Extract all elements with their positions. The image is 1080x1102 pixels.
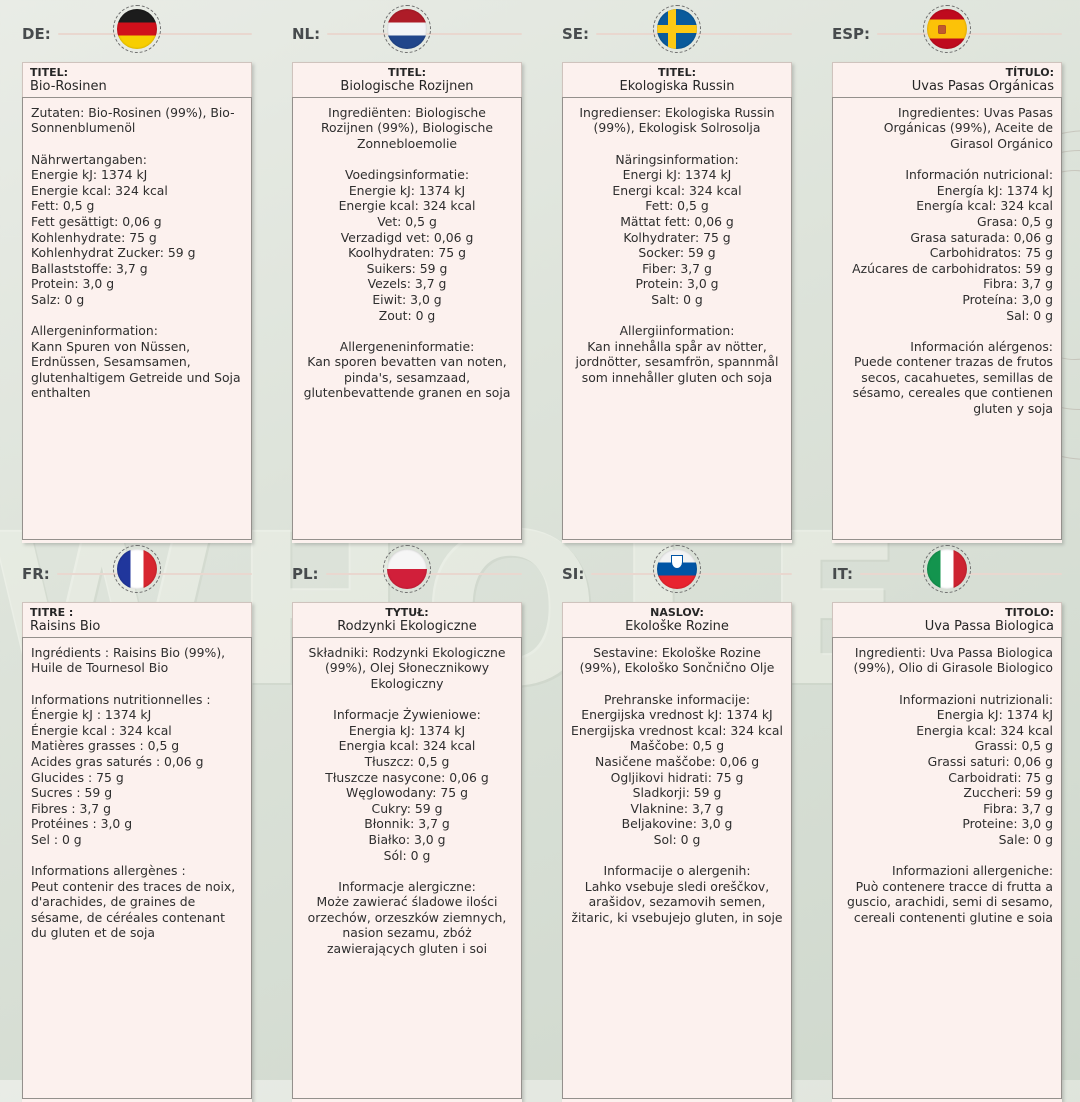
label-card-slovenian: NASLOV: Ekološke Rozine Sestavine: Ekolo… <box>562 602 792 1102</box>
card-title-swedish: TITEL: Ekologiska Russin <box>562 62 792 97</box>
language-code-it: IT: <box>832 564 853 583</box>
card-title-dutch: TITEL: Biologische Rozijnen <box>292 62 522 97</box>
panel-header-spanish: ESP: <box>832 0 1062 58</box>
title-label: TYTUŁ: <box>385 606 429 619</box>
card-title-slovenian: NASLOV: Ekološke Rozine <box>562 602 792 637</box>
title-label: TÍTULO: <box>1005 66 1054 79</box>
sweden-flag-icon <box>657 9 697 49</box>
flag-ring <box>653 5 701 53</box>
card-title-french: TITRE : Raisins Bio <box>22 602 252 637</box>
language-code-fr: FR: <box>22 564 50 583</box>
panel-spanish: ESP: TÍTULO: Uvas Pasas Orgánicas Ingred… <box>810 0 1062 543</box>
panel-header-italian: IT: <box>832 540 1062 598</box>
product-title: Raisins Bio <box>30 619 101 635</box>
netherlands-flag-icon <box>387 9 427 49</box>
card-body-french: Ingrédients : Raisins Bio (99%), Huile d… <box>22 636 252 1099</box>
label-card-dutch: TITEL: Biologische Rozijnen Ingrediënten… <box>292 62 522 543</box>
language-code-si: SI: <box>562 564 585 583</box>
card-body-german: Zutaten: Bio-Rosinen (99%), Bio-Sonnenbl… <box>22 96 252 540</box>
slovenia-flag-icon <box>657 549 697 589</box>
title-label: TITEL: <box>657 66 697 79</box>
card-title-spanish: TÍTULO: Uvas Pasas Orgánicas <box>832 62 1062 97</box>
flag-ring <box>113 5 161 53</box>
label-card-swedish: TITEL: Ekologiska Russin Ingredienser: E… <box>562 62 792 543</box>
language-code-de: DE: <box>22 24 51 43</box>
product-title: Biologische Rozijnen <box>340 79 474 95</box>
language-code-nl: NL: <box>292 24 321 43</box>
card-title-italian: TITOLO: Uva Passa Biologica <box>832 602 1062 637</box>
flag-ring <box>113 545 161 593</box>
card-body-dutch: Ingrediënten: Biologische Rozijnen (99%)… <box>292 96 522 540</box>
label-card-italian: TITOLO: Uva Passa Biologica Ingredienti:… <box>832 602 1062 1102</box>
flag-ring <box>653 545 701 593</box>
panel-french: FR: TITRE : Raisins Bio Ingrédients : Ra… <box>0 540 252 1102</box>
flag-ring <box>923 545 971 593</box>
card-body-spanish: Ingredientes: Uvas Pasas Orgánicas (99%)… <box>832 96 1062 540</box>
panel-header-german: DE: <box>22 0 252 58</box>
card-title-polish: TYTUŁ: Rodzynki Ekologiczne <box>292 602 522 637</box>
panel-slovenian: SI: NASLOV: Ekološke Rozine Sestavine: E… <box>540 540 792 1102</box>
title-label: TITOLO: <box>1005 606 1054 619</box>
title-label: TITEL: <box>387 66 427 79</box>
title-label: TITRE : <box>30 606 74 619</box>
card-body-polish: Składniki: Rodzynki Ekologiczne (99%), O… <box>292 636 522 1099</box>
panel-german: DE: TITEL: Bio-Rosinen Zutaten: Bio-Rosi… <box>0 0 252 543</box>
label-card-polish: TYTUŁ: Rodzynki Ekologiczne Składniki: R… <box>292 602 522 1102</box>
label-card-german: TITEL: Bio-Rosinen Zutaten: Bio-Rosinen … <box>22 62 252 543</box>
flag-ring <box>383 5 431 53</box>
product-title: Ekologiska Russin <box>619 79 735 95</box>
flag-ring <box>383 545 431 593</box>
language-code-se: SE: <box>562 24 590 43</box>
flag-ring <box>923 5 971 53</box>
france-flag-icon <box>117 549 157 589</box>
label-card-spanish: TÍTULO: Uvas Pasas Orgánicas Ingrediente… <box>832 62 1062 543</box>
product-title: Rodzynki Ekologiczne <box>337 619 477 635</box>
panel-header-dutch: NL: <box>292 0 522 58</box>
panel-header-swedish: SE: <box>562 0 792 58</box>
label-row-top: DE: TITEL: Bio-Rosinen Zutaten: Bio-Rosi… <box>0 0 1080 543</box>
germany-flag-icon <box>117 9 157 49</box>
italy-flag-icon <box>927 549 967 589</box>
language-code-pl: PL: <box>292 564 319 583</box>
panel-italian: IT: TITOLO: Uva Passa Biologica Ingredie… <box>810 540 1062 1102</box>
product-title: Uvas Pasas Orgánicas <box>911 79 1054 95</box>
card-body-italian: Ingredienti: Uva Passa Biologica (99%), … <box>832 636 1062 1099</box>
product-title: Ekološke Rozine <box>625 619 729 635</box>
panel-header-polish: PL: <box>292 540 522 598</box>
card-body-swedish: Ingredienser: Ekologiska Russin (99%), E… <box>562 96 792 540</box>
card-body-slovenian: Sestavine: Ekološke Rozine (99%), Ekološ… <box>562 636 792 1099</box>
label-card-french: TITRE : Raisins Bio Ingrédients : Raisin… <box>22 602 252 1102</box>
panel-header-french: FR: <box>22 540 252 598</box>
card-title-german: TITEL: Bio-Rosinen <box>22 62 252 97</box>
panel-polish: PL: TYTUŁ: Rodzynki Ekologiczne Składnik… <box>270 540 522 1102</box>
title-label: NASLOV: <box>650 606 704 619</box>
product-title: Uva Passa Biologica <box>924 619 1054 635</box>
product-title: Bio-Rosinen <box>30 79 107 95</box>
panel-header-slovenian: SI: <box>562 540 792 598</box>
poland-flag-icon <box>387 549 427 589</box>
panel-swedish: SE: TITEL: Ekologiska Russin Ingrediense… <box>540 0 792 543</box>
spain-flag-icon <box>927 9 967 49</box>
label-row-bottom: FR: TITRE : Raisins Bio Ingrédients : Ra… <box>0 540 1080 1102</box>
panel-dutch: NL: TITEL: Biologische Rozijnen Ingredië… <box>270 0 522 543</box>
language-code-esp: ESP: <box>832 24 871 43</box>
title-label: TITEL: <box>30 66 69 79</box>
